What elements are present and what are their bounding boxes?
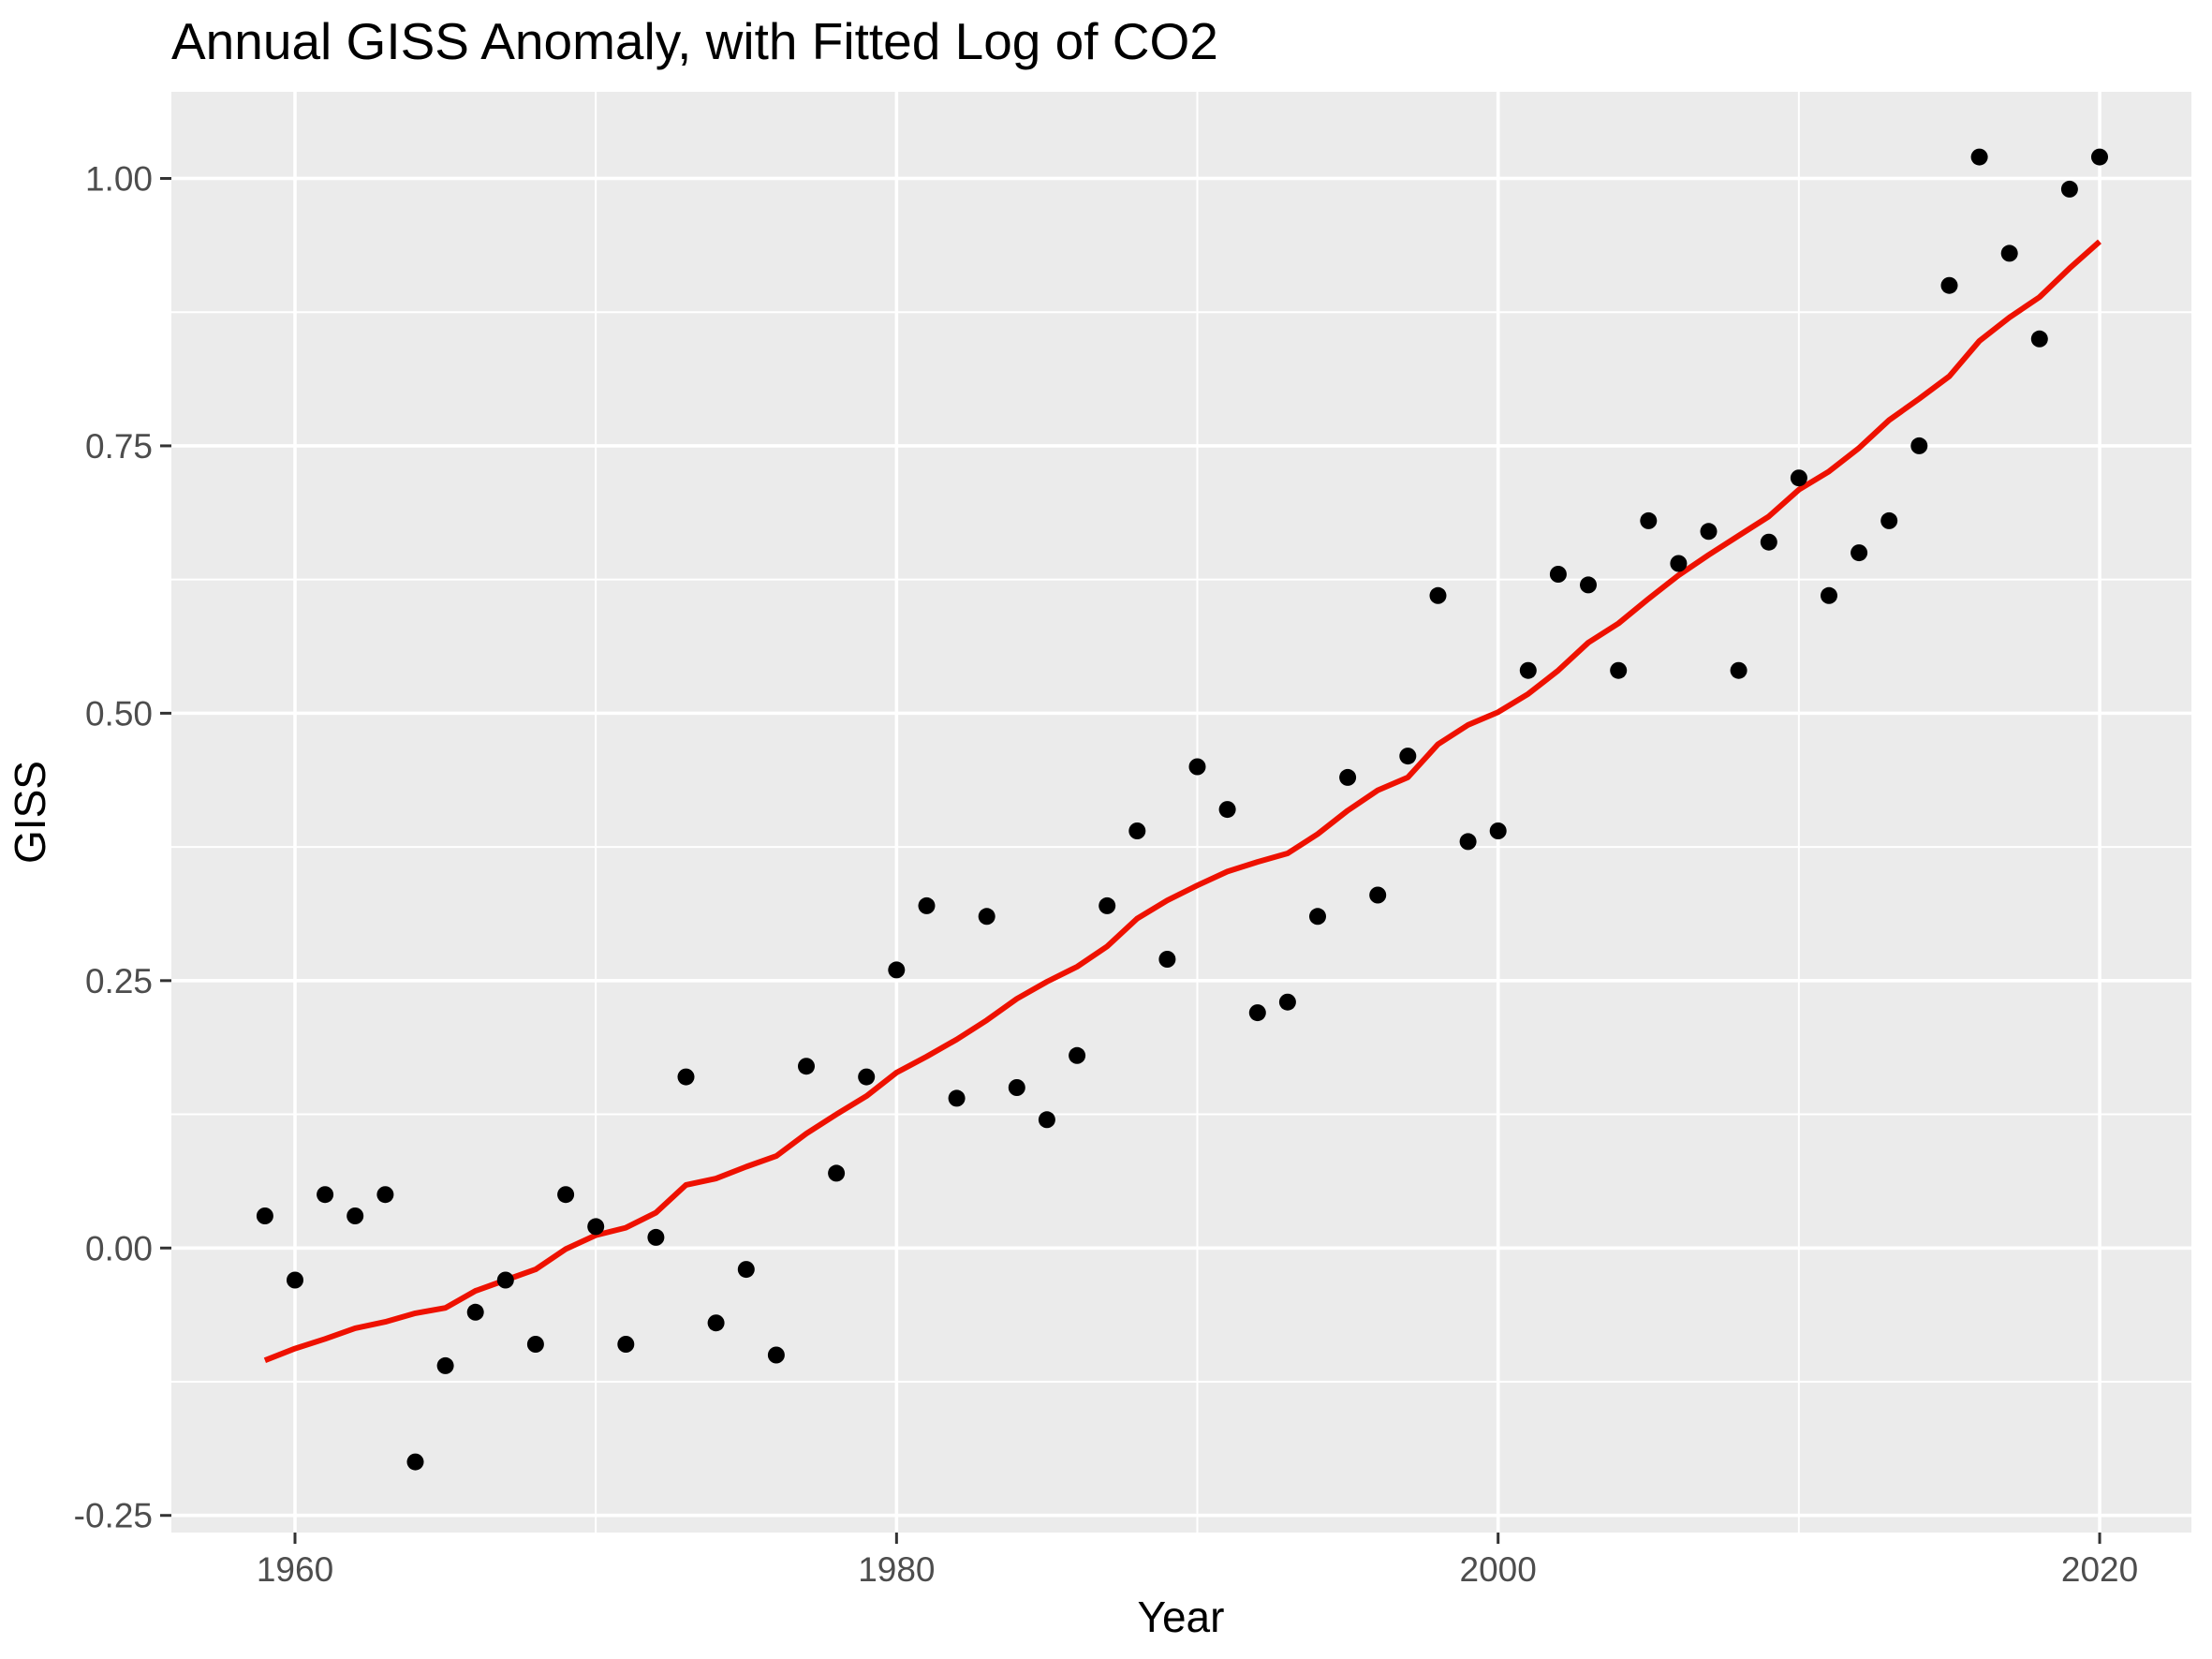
data-point	[1940, 276, 1958, 294]
y-tick-label: 0.25	[85, 962, 153, 1000]
data-point	[1369, 886, 1387, 904]
data-point	[1459, 833, 1477, 851]
data-point	[767, 1346, 785, 1364]
data-point	[1038, 1111, 1055, 1129]
data-point	[587, 1218, 605, 1236]
data-point	[2000, 244, 2018, 262]
data-point	[376, 1186, 394, 1204]
data-point	[1760, 533, 1777, 551]
data-point	[436, 1356, 454, 1374]
data-point	[526, 1336, 544, 1353]
data-point	[1429, 586, 1447, 604]
x-axis-title: Year	[1138, 1592, 1225, 1641]
data-point	[677, 1068, 695, 1086]
data-point	[1339, 768, 1357, 786]
data-point	[948, 1089, 966, 1107]
data-points	[256, 148, 2108, 1471]
data-point	[1158, 951, 1176, 968]
data-point	[1970, 148, 1988, 166]
data-point	[1790, 469, 1807, 487]
data-point	[1099, 896, 1116, 914]
x-tick-labels: 1960 1980 2000 2020	[257, 1550, 2138, 1589]
data-point	[1640, 511, 1658, 529]
data-point	[1700, 523, 1718, 541]
y-tick-label: 0.00	[85, 1229, 153, 1267]
minor-gridlines	[171, 92, 2191, 1533]
data-point	[1730, 661, 1747, 679]
data-point	[1910, 437, 1928, 454]
y-tick-labels: -0.25 0.00 0.25 0.50 0.75 1.00	[74, 159, 153, 1534]
fitted-line	[263, 239, 2101, 1363]
data-point	[1851, 544, 1868, 562]
data-point	[858, 1068, 876, 1086]
data-point	[828, 1164, 846, 1182]
data-point	[2030, 330, 2048, 348]
y-axis-title: GISS	[6, 761, 54, 864]
data-point	[1610, 661, 1628, 679]
data-point	[1128, 822, 1146, 839]
chart-title: Annual GISS Anomaly, with Fitted Log of …	[171, 12, 1218, 70]
plot-panel	[171, 92, 2191, 1533]
data-point	[1008, 1079, 1025, 1096]
data-point	[1821, 586, 1837, 604]
data-point	[406, 1453, 424, 1471]
axis-tick-marks	[160, 176, 2101, 1544]
y-tick-label: 1.00	[85, 159, 153, 198]
data-point	[1309, 908, 1326, 926]
x-tick-label: 1960	[257, 1550, 333, 1589]
data-point	[737, 1261, 755, 1279]
data-point	[617, 1336, 635, 1353]
data-point	[1399, 748, 1417, 765]
data-point	[1218, 801, 1236, 819]
data-point	[1188, 758, 1206, 776]
data-point	[798, 1058, 815, 1075]
x-tick-label: 2020	[2061, 1550, 2138, 1589]
y-tick-label: 0.75	[85, 427, 153, 466]
data-point	[2060, 180, 2078, 198]
data-point	[1880, 511, 1898, 529]
data-point	[496, 1271, 514, 1289]
data-point	[287, 1271, 303, 1289]
data-point	[888, 961, 906, 979]
data-point	[317, 1186, 334, 1204]
data-point	[1549, 566, 1567, 583]
data-point	[347, 1207, 364, 1224]
major-gridlines	[171, 92, 2191, 1533]
data-point	[2091, 148, 2108, 166]
y-tick-label: 0.50	[85, 694, 153, 733]
data-point	[978, 908, 995, 926]
x-tick-label: 2000	[1460, 1550, 1537, 1589]
data-point	[1278, 993, 1296, 1011]
data-point	[1489, 822, 1507, 839]
data-point	[707, 1314, 725, 1332]
data-point	[256, 1207, 273, 1224]
data-point	[1670, 555, 1688, 572]
data-point	[557, 1186, 575, 1204]
data-point	[918, 896, 936, 914]
fit-line-path	[263, 239, 2101, 1363]
data-point	[1519, 661, 1537, 679]
data-point	[466, 1303, 484, 1321]
data-point	[647, 1228, 665, 1246]
data-point	[1248, 1004, 1266, 1022]
data-point	[1580, 576, 1597, 594]
x-tick-label: 1980	[858, 1550, 935, 1589]
y-tick-label: -0.25	[74, 1497, 153, 1535]
data-point	[1069, 1046, 1086, 1064]
